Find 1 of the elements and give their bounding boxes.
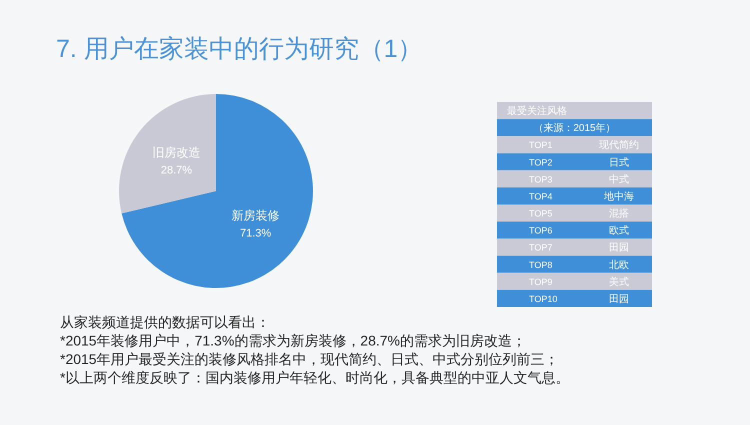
- title: 7. 用户在家装中的行为研究（1）: [56, 35, 423, 63]
